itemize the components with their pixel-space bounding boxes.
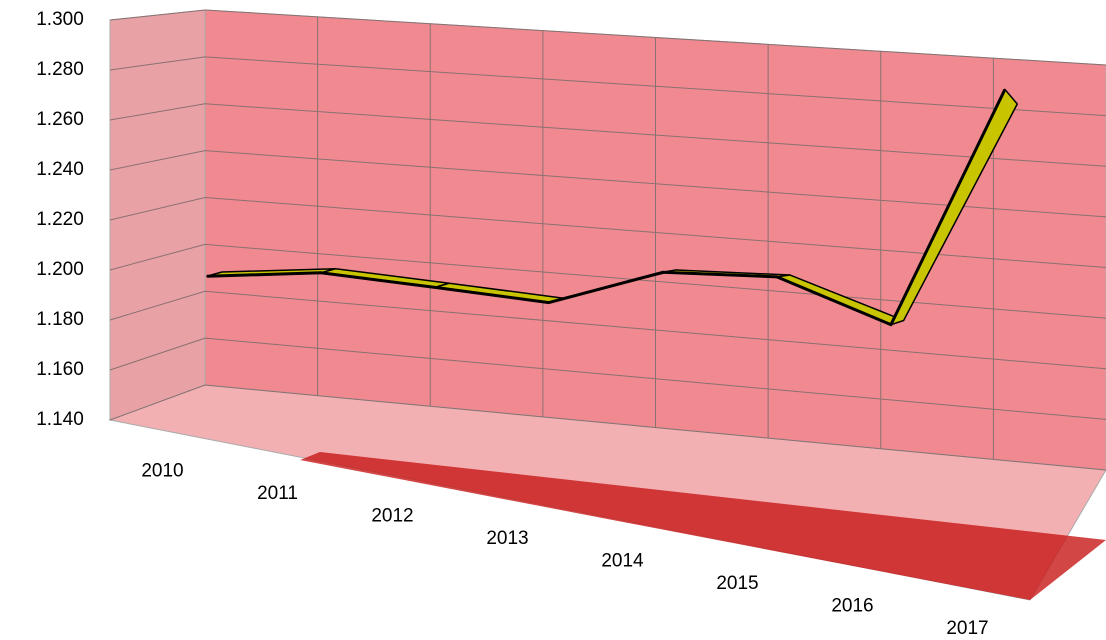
y-tick-label: 1.220 — [36, 209, 84, 230]
y-tick-label: 1.260 — [36, 109, 84, 130]
y-tick-label: 1.200 — [36, 259, 84, 280]
side-wall — [109, 9, 206, 421]
floor-stripe — [300, 452, 1106, 600]
y-tick-label: 1.160 — [36, 359, 84, 380]
grid-line — [109, 384, 1106, 471]
grid-line — [109, 290, 1106, 370]
y-tick-label: 1.140 — [36, 409, 84, 430]
grid-line — [109, 150, 1106, 218]
x-tick-label: 2017 — [946, 618, 988, 639]
grid-line — [109, 243, 1106, 319]
grid-line — [109, 56, 1106, 117]
x-tick-label: 2015 — [716, 573, 758, 594]
x-tick-label: 2010 — [141, 460, 183, 481]
x-tick-label: 2016 — [831, 595, 873, 616]
grid-line — [109, 9, 1106, 66]
line — [206, 88, 1007, 327]
y-tick-label: 1.180 — [36, 309, 84, 330]
grid-line — [109, 196, 1106, 268]
grid-line — [109, 103, 1106, 167]
x-tick-label: 2012 — [371, 505, 413, 526]
grid-line — [109, 337, 1106, 420]
y-tick-label: 1.240 — [36, 159, 84, 180]
x-tick-label: 2014 — [601, 550, 644, 571]
x-tick-label: 2013 — [486, 528, 528, 549]
x-tick-label: 2011 — [257, 483, 298, 504]
y-tick-label: 1.280 — [36, 59, 84, 80]
y-tick-label: 1.300 — [36, 9, 84, 30]
